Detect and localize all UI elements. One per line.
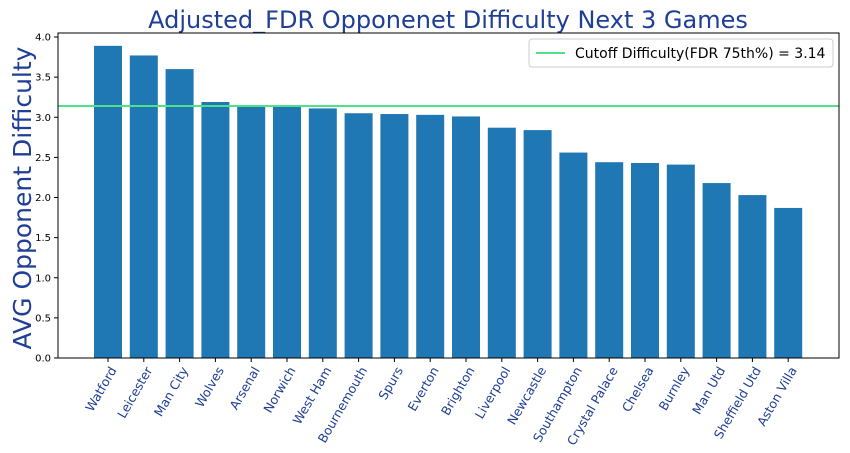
bar-newcastle xyxy=(523,130,552,358)
y-tick-label: 0.5 xyxy=(35,313,51,324)
x-tick-label: Burnley xyxy=(655,363,692,413)
x-tick-label: Leicester xyxy=(114,363,156,420)
bar-sheffield-utd xyxy=(738,195,767,358)
y-tick-label: 1.0 xyxy=(35,273,51,284)
y-tick-label: 2.5 xyxy=(35,153,51,164)
bar-burnley xyxy=(666,164,695,358)
bar-norwich xyxy=(273,106,301,358)
x-tick-label: Brighton xyxy=(438,364,478,418)
bar-watford xyxy=(94,45,122,358)
bar-west-ham xyxy=(308,108,337,358)
bar-man-city xyxy=(165,69,194,358)
y-axis-label: AVG Opponent Difficulty xyxy=(8,46,37,349)
x-tick-label: Man City xyxy=(151,363,192,419)
x-tick-label: Everton xyxy=(405,364,442,414)
bar-leicester xyxy=(129,55,158,358)
bar-arsenal xyxy=(237,106,266,358)
y-tick-label: 1.5 xyxy=(35,233,51,244)
bar-wolves xyxy=(201,102,230,358)
chart-title: Adjusted_FDR Opponenet Difficulty Next 3… xyxy=(148,6,748,34)
bar-spurs xyxy=(380,114,409,359)
bar-bournemouth xyxy=(344,113,373,358)
legend-label: Cutoff Difficulty(FDR 75th%) = 3.14 xyxy=(575,46,826,62)
bar-everton xyxy=(416,114,445,358)
x-tick-label: Chelsea xyxy=(619,364,657,415)
bar-crystal-palace xyxy=(595,162,624,358)
x-tick-label: Wolves xyxy=(192,364,227,410)
bar-aston-villa xyxy=(774,207,803,358)
bar-liverpool xyxy=(487,127,516,358)
legend: Cutoff Difficulty(FDR 75th%) = 3.14 xyxy=(528,38,834,68)
y-tick-label: 0.0 xyxy=(35,354,51,365)
bar-brighton xyxy=(452,116,480,358)
y-tick-label: 3.5 xyxy=(35,73,51,84)
y-tick-label: 2.0 xyxy=(35,193,51,204)
plot-frame xyxy=(57,32,840,359)
y-axis: 0.0 0.5 1.0 1.5 2.0 2.5 3.0 3.5 4.0 xyxy=(35,33,58,365)
x-tick-label: Man Utd xyxy=(689,364,728,417)
y-tick-label: 4.0 xyxy=(35,33,51,44)
bars-group xyxy=(94,45,803,359)
bar-chelsea xyxy=(631,163,659,358)
bar-southampton xyxy=(559,152,588,358)
x-tick-label: Norwich xyxy=(260,364,298,415)
x-tick-label: Arsenal xyxy=(226,364,262,412)
legend-box xyxy=(528,38,834,68)
x-tick-label: Spurs xyxy=(375,364,406,402)
y-tick-label: 3.0 xyxy=(35,113,51,124)
bar-man-utd xyxy=(702,183,731,358)
x-tick-label: Watford xyxy=(82,364,120,414)
